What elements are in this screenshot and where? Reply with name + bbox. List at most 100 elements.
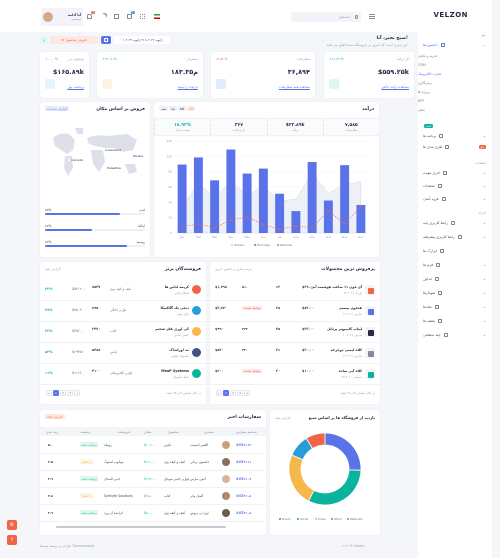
- order-row[interactable]: #VZ۲۱۰۸ آلمان واتز کتاب $۹۵.۰۰ Symlyte Solut…: [40, 488, 266, 505]
- sidebar-item-auth[interactable]: ⌄ احراز هویت: [423, 171, 486, 175]
- date-picker[interactable]: ۰۱ ژانویه ۲۰۲۲ تا ۳۱ ژانویه ۲۰۲۲: [114, 36, 170, 44]
- order-row[interactable]: #VZ۲۱۰۸ اورا بی بروس کیف و کیف پول $۸۰.۰۰ کر…: [40, 505, 266, 522]
- seller-row[interactable]: دیجی تک گالکتیکا تایلر مولر لوازم خانگی ۸۹۵…: [40, 302, 206, 322]
- page-button[interactable]: 3: [237, 390, 243, 396]
- sidebar-item-multilevel[interactable]: ⌄ چند سطحی: [423, 333, 486, 337]
- seller-row[interactable]: مد اورلنداک ساموئل کولین لباس ۵۴۸۸ $۲۹۴۵۶ ۵۲%: [40, 344, 206, 364]
- map-marker[interactable]: Canada: [68, 158, 83, 162]
- sidebar-item-widgets[interactable]: ابزارک ها: [418, 246, 492, 256]
- sidebar-sub-crypto[interactable]: رمزنگاری: [418, 80, 432, 85]
- page-button[interactable]: 1: [53, 390, 59, 396]
- sidebar-sub-crm[interactable]: CRM: [418, 62, 426, 67]
- calendar-button[interactable]: [101, 36, 111, 44]
- sidebar-item-maps[interactable]: ⌄ نقشه ها: [423, 319, 486, 323]
- seller-name[interactable]: MeaP Systems: [161, 369, 189, 373]
- product-row[interactable]: آی فون ۱۱ ساعت هوشمند آبی ۲۴ آوریل ۲۰۲۱ $۲…: [210, 281, 380, 301]
- product-row[interactable]: کلاه آبی ساده ۲۵ دسامبر ۲۰۲۰ $۱۰.۰۰ ۳۰ موجود…: [210, 365, 380, 385]
- map-marker[interactable]: Greenland: [102, 148, 121, 152]
- stat-link[interactable]: مشاهده درآمد خالص: [381, 85, 409, 89]
- order-id[interactable]: #VZ۲۱۰۹: [236, 477, 252, 481]
- sidebar-sub-analytics[interactable]: تجزیه و تحلیل: [418, 53, 438, 58]
- order-row[interactable]: #VZ۲۱۰۹ آنتون مارس لوازم جانبی موبایل $۱۲۳.…: [40, 471, 266, 488]
- seller-name[interactable]: کی لوری های ضخیم: [155, 327, 189, 331]
- export-report-button[interactable]: گزارش صادرات: [45, 106, 69, 111]
- settings-fab[interactable]: ⚙: [7, 520, 17, 530]
- page-button[interactable]: 3: [67, 390, 73, 396]
- sidebar-sub-projects[interactable]: پروژه ها: [418, 89, 430, 94]
- location-pct: ۴۷%: [45, 224, 52, 228]
- sidebar-item-charts[interactable]: ⌄ نمودارها: [423, 291, 486, 295]
- apps-grid-icon[interactable]: [140, 14, 145, 19]
- stat-link[interactable]: برداشت پول: [67, 85, 84, 89]
- bell-icon[interactable]: 3: [87, 11, 95, 19]
- sidebar-item-advanced-ui[interactable]: ⌄ رابط کاربری پیشرفته: [423, 235, 486, 239]
- tab-all[interactable]: همه: [159, 106, 168, 111]
- search-input[interactable]: جستجو...: [291, 12, 361, 22]
- seller-name[interactable]: دیجی تک گالکتیکا: [160, 306, 190, 310]
- product-name[interactable]: آی فون ۱۱ ساعت هوشمند آبی: [310, 285, 362, 289]
- seller-row[interactable]: کی لوری های ضخیم جسی آدامز کتاب ۳۴۷۰ $۴۵۶۰۰ ۲…: [40, 323, 206, 343]
- product-row[interactable]: کلاه ایمنی دوچرخه ۱۲ مارس ۲۰۲۱ $۲۰.۰۰ ۲۶ ۲۲۰…: [210, 344, 380, 364]
- sidebar-item-base-ui[interactable]: ⌄ رابط کاربری پایه: [423, 221, 486, 225]
- page-button[interactable]: 2: [230, 390, 236, 396]
- generate-report-button[interactable]: گزارش ایجاد: [45, 414, 65, 419]
- sidebar-item-layouts[interactable]: داغ طرح بندی ها: [423, 145, 486, 149]
- order-row[interactable]: #VZ۲۱۱۲ الکس اسمیت لباس $۱۰۹.۰۰ زوتیک پرداخت …: [40, 437, 266, 454]
- product-name[interactable]: کلاه آبی ساده: [338, 369, 362, 373]
- prev-page-button[interactable]: ←: [216, 390, 222, 396]
- cart-icon[interactable]: 5: [127, 11, 135, 19]
- sidebar-item-forms[interactable]: ⌄ فرم ها: [423, 263, 486, 267]
- order-row[interactable]: #VZ۲۱۱۱ جانسون بردلی کیف و کیف پول $۱۲۰.۰۰ م…: [40, 454, 266, 471]
- product-row[interactable]: هدفون بیسیم ۱۹ مارس ۲۰۲۱ $۸۲.۰۰ ۳۵ موجود نیس…: [210, 302, 380, 322]
- tab-6m[interactable]: 6M: [177, 106, 187, 111]
- seller-name[interactable]: مد اورلنداک: [169, 348, 189, 352]
- source-card: بازدید از فروشگاه ها بر اساس منبع گزارش …: [270, 410, 380, 535]
- sidebar-item-icons[interactable]: ⌄ نمادها: [423, 305, 486, 309]
- sidebar-sub-ecommerce[interactable]: تجارت الکترونیک: [418, 71, 442, 76]
- seller-name[interactable]: کریمه لباس ها: [164, 285, 189, 289]
- moon-icon[interactable]: [101, 14, 106, 19]
- tab-1m[interactable]: 1م: [168, 106, 177, 111]
- order-id[interactable]: #VZ۲۱۱۲: [236, 443, 252, 447]
- source-report-dropdown[interactable]: گزارش دهید: [275, 416, 291, 420]
- map-marker[interactable]: Russia: [130, 154, 143, 158]
- report-dropdown[interactable]: گزارش دهید: [45, 267, 61, 271]
- order-id[interactable]: #VZ۲۱۰۸: [236, 511, 252, 515]
- sidebar-item-landing[interactable]: ⌄ فرود آمدن: [423, 197, 486, 201]
- chevron-down-icon: ⌄: [482, 43, 486, 47]
- product-name[interactable]: لپتاپ کامپیوتر پرتابل: [327, 327, 362, 331]
- sidebar-item-pages[interactable]: ⌄ صفحات: [423, 184, 486, 188]
- sidebar-item-apps[interactable]: ⌄ برنامه ها: [423, 134, 486, 138]
- seller-row[interactable]: MeaP Systems شیلا ساموئل لوازم الکترونیکی ۴…: [40, 365, 206, 385]
- prev-page-button[interactable]: ←: [46, 390, 52, 396]
- product-row[interactable]: لپتاپ کامپیوتر پرتابل ۱۰ مارس ۲۰۲۱ $۲۲.۰۰ ۴…: [210, 323, 380, 343]
- fullscreen-icon[interactable]: [114, 14, 119, 19]
- page-button[interactable]: 1: [223, 390, 229, 396]
- logo[interactable]: VELZON: [433, 11, 468, 19]
- stat-link[interactable]: جزئیات را ببینید: [177, 85, 198, 89]
- sidebar-item-tables[interactable]: ⌄ جداول: [423, 277, 486, 281]
- sidebar-item-dashboards[interactable]: ⌄ داشبوردها: [423, 43, 486, 47]
- product-image: [365, 348, 375, 358]
- sidebar-sub-nft[interactable]: NFT: [418, 98, 425, 103]
- hamburger-icon[interactable]: [369, 14, 375, 19]
- map-marker[interactable]: Palestine: [104, 166, 121, 170]
- next-page-button[interactable]: →: [74, 390, 80, 396]
- product-name[interactable]: هدفون بیسیم: [339, 306, 362, 310]
- scrollbar[interactable]: [56, 526, 226, 528]
- order-id[interactable]: #VZ۲۱۱۱: [236, 460, 252, 464]
- product-name[interactable]: کلاه ایمنی دوچرخه: [330, 348, 362, 352]
- seller-row[interactable]: کریمه لباس ها اسکار پالمر کیف و کیف پول ۸۵۴…: [40, 281, 206, 301]
- user-menu[interactable]: آنا آدامه موسس: [41, 8, 83, 26]
- tab-1y[interactable]: 1Y: [187, 106, 195, 111]
- next-page-button[interactable]: →: [244, 390, 250, 396]
- sidebar-sub-job[interactable]: شغل: [418, 107, 426, 112]
- flag-icon[interactable]: [154, 14, 160, 19]
- page-button[interactable]: 2: [60, 390, 66, 396]
- stat-link[interactable]: مشاهده همه سفارشات: [278, 85, 310, 89]
- add-product-button[interactable]: ⊕ افزودن محصول: [50, 36, 98, 44]
- activity-button[interactable]: ⚡: [40, 36, 48, 44]
- sort-dropdown[interactable]: مرتب سازی بر اساس: امروز: [215, 267, 252, 271]
- back-to-top-button[interactable]: ↑: [7, 535, 17, 545]
- order-id[interactable]: #VZ۲۱۰۸: [236, 494, 252, 498]
